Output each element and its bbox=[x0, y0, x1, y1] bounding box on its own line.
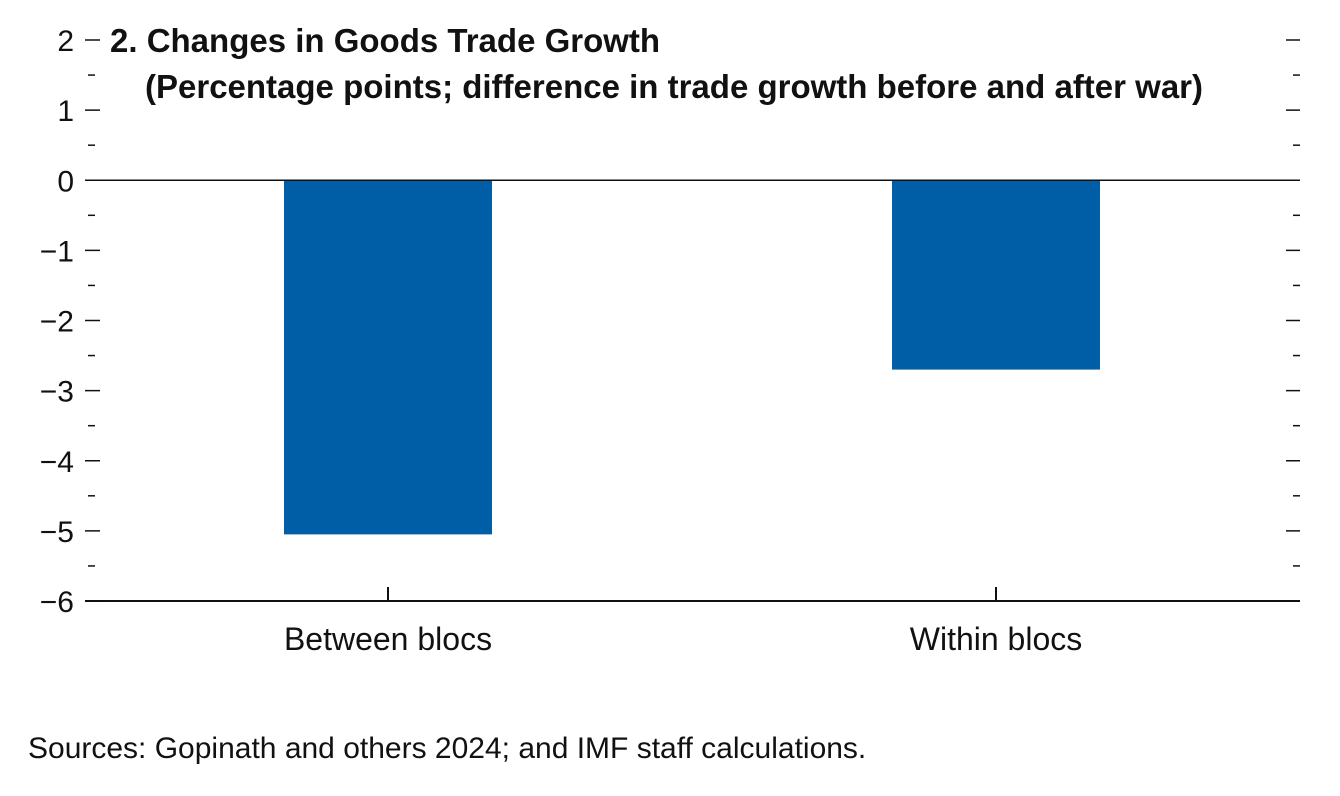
y-tick-label: 0 bbox=[57, 165, 74, 198]
x-tick-label: Within blocs bbox=[910, 621, 1083, 657]
chart-subtitle: (Percentage points; difference in trade … bbox=[145, 68, 1203, 105]
y-tick-label: −4 bbox=[40, 446, 74, 479]
source-note: Sources: Gopinath and others 2024; and I… bbox=[28, 732, 867, 765]
bars-group bbox=[284, 180, 1100, 535]
y-tick-label: −6 bbox=[40, 586, 74, 619]
y-tick-label: 1 bbox=[57, 95, 74, 128]
chart-title: 2. Changes in Goods Trade Growth bbox=[110, 22, 660, 59]
y-tick-label: 2 bbox=[57, 25, 74, 58]
x-axis-ticks: Between blocs Within blocs bbox=[284, 587, 1082, 657]
title-backdrop bbox=[104, 14, 1234, 114]
y-tick-label: −3 bbox=[40, 376, 74, 409]
bar-between-blocs bbox=[284, 180, 492, 535]
left-y-axis: 2 1 0 −1 −2 −3 −4 −5 −6 bbox=[40, 25, 100, 619]
bar-chart: 2 1 0 −1 −2 −3 −4 −5 −6 Between blocs Within bloc… bbox=[39, 14, 1300, 657]
x-tick-label: Between blocs bbox=[284, 621, 492, 657]
right-y-axis bbox=[1286, 39, 1300, 602]
y-tick-label: −5 bbox=[40, 516, 74, 549]
y-tick-label: −1 bbox=[40, 235, 74, 268]
y-tick-label: −2 bbox=[40, 306, 74, 339]
bar-within-blocs bbox=[892, 180, 1100, 370]
